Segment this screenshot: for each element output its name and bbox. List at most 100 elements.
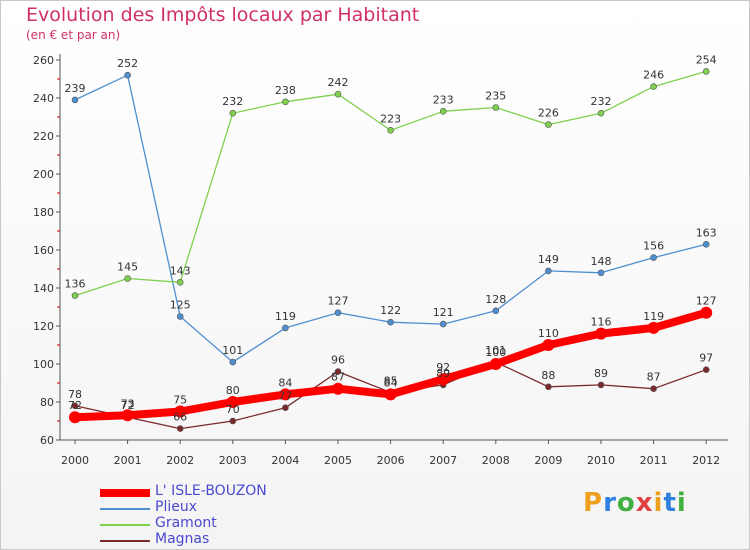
data-point [124, 275, 131, 282]
data-label: 87 [647, 371, 661, 384]
y-tick-label: 220 [33, 130, 54, 143]
data-label: 239 [65, 82, 86, 95]
data-point [650, 83, 657, 90]
y-tick-label: 80 [40, 396, 54, 409]
legend-swatch [100, 489, 150, 497]
x-tick-label: 2012 [692, 454, 720, 467]
data-point [176, 425, 184, 432]
y-tick-label: 100 [33, 358, 54, 371]
series-line-2 [74, 70, 707, 297]
data-point [71, 402, 79, 410]
data-point [334, 309, 342, 317]
data-point [595, 327, 607, 340]
data-label: 88 [541, 369, 555, 382]
x-tick-label: 2001 [114, 454, 142, 467]
data-label: 223 [380, 112, 401, 125]
legend-label: L' ISLE-BOUZON [155, 483, 267, 499]
data-point [229, 358, 237, 366]
data-point [650, 385, 657, 393]
data-label: 121 [433, 306, 454, 319]
x-tick-label: 2007 [429, 454, 457, 467]
x-tick-label: 2005 [324, 454, 352, 467]
x-tick-label: 2003 [219, 454, 247, 467]
data-point [545, 267, 552, 275]
y-tick-label: 160 [33, 244, 54, 257]
x-tick-label: 2010 [587, 454, 615, 467]
x-tick-label: 2004 [271, 454, 299, 467]
data-label: 136 [65, 278, 86, 291]
data-point [282, 98, 289, 106]
data-point [702, 241, 710, 248]
data-label: 238 [275, 84, 296, 97]
data-point [492, 307, 500, 315]
data-label: 89 [594, 367, 608, 380]
data-label: 246 [643, 69, 664, 82]
data-point [439, 108, 447, 115]
proxiti-logo: Proxiti [583, 488, 687, 518]
data-point [439, 320, 447, 328]
data-point [176, 278, 184, 286]
data-point [545, 121, 552, 128]
x-tick-label: 2011 [640, 454, 668, 467]
data-point [387, 318, 394, 326]
data-point [597, 381, 605, 389]
data-label: 78 [68, 388, 82, 401]
data-label: 235 [485, 90, 506, 103]
data-label: 84 [278, 376, 292, 389]
data-label: 226 [538, 107, 559, 120]
y-tick-label: 140 [33, 282, 54, 295]
data-point [597, 269, 605, 277]
data-point [229, 417, 237, 425]
data-point [174, 405, 187, 418]
y-tick-label: 120 [33, 320, 54, 333]
data-label: 232 [591, 95, 612, 108]
data-label: 143 [170, 264, 191, 277]
data-label: 110 [538, 327, 559, 340]
chart-subtitle: (en € et par an) [26, 28, 121, 42]
data-label: 101 [222, 344, 243, 357]
data-point [282, 324, 289, 332]
data-label: 75 [173, 394, 187, 407]
data-point [121, 409, 134, 422]
data-label: 145 [117, 261, 138, 274]
data-label: 122 [380, 304, 401, 317]
data-label: 242 [328, 76, 349, 89]
data-label: 233 [433, 93, 454, 106]
data-label: 72 [68, 399, 82, 412]
axes: 60 80 100 120 140 160 180 200 220 240 260 2000 2001 2… [33, 54, 728, 467]
chart-title: Evolution des Impôts locaux par Habitant [26, 4, 420, 26]
data-label: 73 [121, 397, 135, 410]
data-label: 163 [696, 226, 717, 239]
data-label: 100 [485, 346, 506, 359]
data-point [387, 127, 394, 134]
data-point [334, 368, 342, 375]
x-tick-label: 2008 [482, 454, 510, 467]
data-label: 66 [173, 411, 187, 424]
data-point [647, 321, 660, 334]
data-label: 252 [117, 57, 138, 70]
y-tick-label: 200 [33, 168, 54, 181]
legend-swatch [100, 524, 150, 526]
data-point [279, 388, 292, 401]
data-label: 80 [226, 384, 240, 397]
data-label: 97 [699, 352, 713, 365]
data-label: 254 [696, 53, 717, 66]
x-tick-label: 2002 [166, 454, 194, 467]
data-label: 232 [222, 95, 243, 108]
data-label: 119 [275, 310, 296, 323]
data-point [176, 313, 184, 320]
data-point [334, 90, 342, 98]
data-label: 128 [485, 293, 506, 306]
data-label: 156 [643, 240, 664, 253]
legend-swatch [100, 540, 150, 542]
y-tick-label: 260 [33, 54, 54, 67]
data-point [282, 404, 289, 412]
y-tick-label: 60 [40, 434, 54, 447]
y-tick-label: 180 [33, 206, 54, 219]
data-label: 101 [485, 344, 506, 357]
x-tick-label: 2009 [534, 454, 562, 467]
data-point [545, 383, 552, 391]
data-point [650, 254, 657, 261]
